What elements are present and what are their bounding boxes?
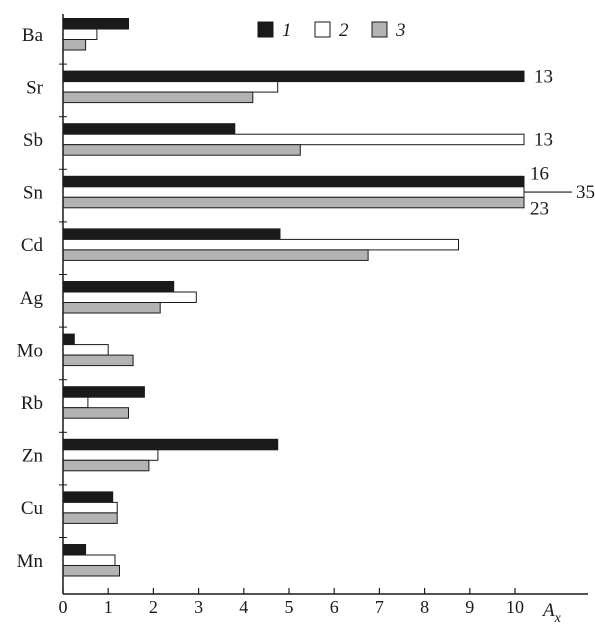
category-labels: Ba Sr Sb Sn Cd Ag Mo Rb Zn Cu Mn [17,25,44,572]
annotation-sb-series-2: 13 [534,129,553,150]
x-tick-label-10: 10 [506,597,524,617]
legend-label-1: 1 [282,20,292,41]
legend: 1 2 3 [257,20,406,41]
bar-zn-series-3 [62,459,150,472]
bar-rb-series-2 [62,396,89,409]
x-tick-label-9: 9 [465,597,474,617]
x-tick-label-1: 1 [104,597,113,617]
x-tick-label-8: 8 [420,597,429,617]
annotation-sn-series-2: 35 [576,182,595,203]
legend-label-2: 2 [339,20,349,41]
bar-mo-series-1 [62,333,75,346]
x-tick-label-3: 3 [194,597,203,617]
bar-sb-series-3 [62,144,301,156]
annotation-sn-series-3: 23 [530,199,549,220]
bar-mn-series-1 [62,544,87,556]
bar-sb-series-2 [62,133,525,146]
bar-sr-series-2 [62,81,279,93]
legend-swatch-3 [371,21,388,38]
bar-ag-series-1 [62,281,175,293]
bar-sn-series-2 [62,186,525,198]
axes-layer [62,14,588,595]
category-label-zn: Zn [22,446,44,467]
category-label-sb: Sb [23,130,43,151]
category-label-mn: Mn [17,551,44,572]
bar-cu-series-3 [62,512,118,524]
bar-cd-series-2 [62,238,459,251]
bar-mn-series-2 [62,554,116,566]
bar-sn-series-3 [62,196,525,209]
bar-sr-series-1 [62,70,525,83]
x-axis-label: Ax [541,600,562,626]
annotations-layer: 13 13 16 35 23 [524,66,595,220]
category-label-rb: Rb [21,393,43,414]
bar-cd-series-1 [62,228,281,240]
category-label-cd: Cd [21,235,44,256]
x-tick-label-7: 7 [375,597,384,617]
x-axis-label-main: A [541,600,555,621]
category-label-ba: Ba [22,25,44,46]
x-tick-label-6: 6 [330,597,339,617]
bar-sb-series-1 [62,123,236,135]
category-label-sr: Sr [26,77,44,98]
bar-ba-series-3 [62,39,87,51]
bar-mo-series-3 [62,354,134,367]
annotation-sn-series-1: 16 [530,164,549,185]
category-label-ag: Ag [20,288,44,309]
bar-ag-series-2 [62,291,197,303]
bar-sn-series-1 [62,175,525,188]
x-axis-label-subscript: x [554,611,562,626]
legend-swatch-2 [314,21,331,38]
x-tick-label-4: 4 [239,597,248,617]
x-tick-label-0: 0 [59,597,68,617]
x-tick-label-2: 2 [149,597,158,617]
bar-ba-series-1 [62,18,129,30]
x-ticks: 0 1 2 3 4 5 6 7 8 9 10 [59,63,524,617]
category-label-cu: Cu [21,498,44,519]
bar-rb-series-3 [62,407,129,419]
bar-cd-series-3 [62,249,369,261]
legend-swatch-1 [257,21,274,38]
annotation-sr-series-1: 13 [534,66,553,87]
category-label-sn: Sn [23,183,44,204]
x-tick-label-5: 5 [285,597,294,617]
bar-ba-series-2 [62,28,98,40]
category-label-mo: Mo [17,340,43,361]
bar-zn-series-2 [62,449,159,461]
bar-zn-series-1 [62,438,279,451]
bar-ag-series-3 [62,302,161,314]
bar-cu-series-2 [62,501,118,514]
bar-cu-series-1 [62,491,114,503]
bar-mo-series-2 [62,344,109,356]
legend-label-3: 3 [395,20,406,41]
bar-rb-series-1 [62,386,145,398]
bar-sr-series-3 [62,91,254,104]
bar-mn-series-3 [62,565,120,577]
bars-layer [62,18,525,577]
